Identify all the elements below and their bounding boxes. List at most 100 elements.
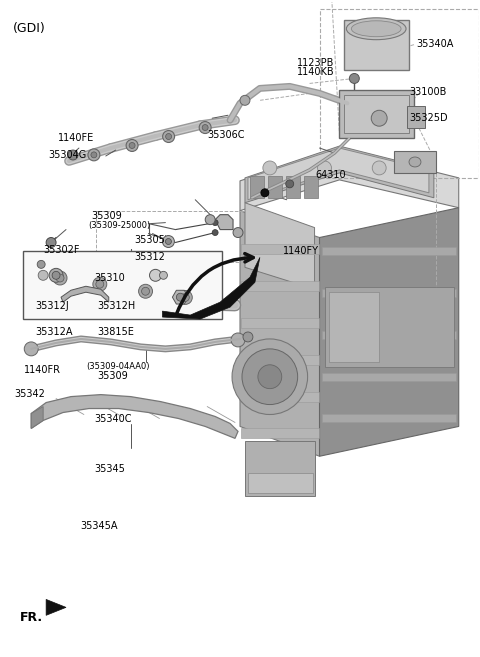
Polygon shape <box>172 290 188 304</box>
Text: 1123PB: 1123PB <box>297 58 335 68</box>
Polygon shape <box>245 203 314 289</box>
Circle shape <box>24 342 38 356</box>
Bar <box>241 428 319 438</box>
Text: 35304G: 35304G <box>48 150 86 160</box>
Circle shape <box>243 332 253 342</box>
Circle shape <box>349 74 360 83</box>
Bar <box>322 289 456 297</box>
Text: 35305: 35305 <box>134 235 165 244</box>
Text: 35310: 35310 <box>95 273 125 283</box>
Circle shape <box>139 284 153 298</box>
Text: 33100B: 33100B <box>409 87 447 97</box>
Circle shape <box>372 161 386 175</box>
Circle shape <box>93 277 107 291</box>
Polygon shape <box>31 407 43 428</box>
Text: 35306C: 35306C <box>207 129 245 139</box>
Text: (GDI): (GDI) <box>13 22 46 35</box>
Polygon shape <box>162 258 260 319</box>
Circle shape <box>205 215 215 225</box>
Bar <box>320 9 479 178</box>
Bar <box>248 473 312 493</box>
Circle shape <box>371 110 387 126</box>
Bar <box>394 151 436 173</box>
Circle shape <box>46 238 56 248</box>
Text: 35325D: 35325D <box>409 113 448 123</box>
Circle shape <box>286 180 294 188</box>
Text: 35309: 35309 <box>97 371 128 381</box>
Bar <box>241 392 319 401</box>
Circle shape <box>202 125 208 131</box>
Text: 35312J: 35312J <box>36 301 70 311</box>
Text: 1140FY: 1140FY <box>283 246 319 256</box>
Text: 35302F: 35302F <box>43 245 80 255</box>
Circle shape <box>162 236 174 248</box>
Bar <box>241 355 319 365</box>
Text: 35342: 35342 <box>15 389 46 399</box>
Bar <box>96 211 260 262</box>
Ellipse shape <box>409 157 421 167</box>
Circle shape <box>242 349 298 405</box>
Ellipse shape <box>347 18 406 39</box>
Circle shape <box>159 271 168 279</box>
Text: 1140KB: 1140KB <box>297 68 335 78</box>
Bar <box>322 373 456 380</box>
Circle shape <box>49 268 63 283</box>
Circle shape <box>176 293 184 301</box>
Text: 64310: 64310 <box>315 170 346 180</box>
Bar <box>23 252 222 319</box>
Polygon shape <box>240 148 459 211</box>
Circle shape <box>258 365 282 389</box>
Circle shape <box>37 260 45 268</box>
Bar <box>241 281 319 291</box>
Text: 35309: 35309 <box>91 211 122 221</box>
Polygon shape <box>240 211 320 456</box>
Circle shape <box>56 274 64 282</box>
Bar <box>322 248 456 256</box>
Circle shape <box>53 271 67 285</box>
Circle shape <box>166 133 171 139</box>
Circle shape <box>129 143 135 148</box>
Bar <box>250 176 264 198</box>
Circle shape <box>232 339 308 415</box>
Bar <box>304 176 318 198</box>
Bar <box>322 415 456 422</box>
Bar <box>241 244 319 254</box>
Text: 35312: 35312 <box>134 252 165 261</box>
Polygon shape <box>245 146 434 203</box>
Circle shape <box>240 95 250 105</box>
Circle shape <box>233 227 243 238</box>
Circle shape <box>96 280 104 288</box>
Text: 1140FE: 1140FE <box>58 133 94 143</box>
Bar <box>339 91 414 138</box>
Bar <box>344 95 409 133</box>
Bar <box>407 106 425 128</box>
Polygon shape <box>248 148 429 200</box>
Polygon shape <box>215 215 233 229</box>
Circle shape <box>263 161 277 175</box>
Text: FR.: FR. <box>20 611 43 623</box>
Circle shape <box>166 238 171 244</box>
Circle shape <box>142 287 150 295</box>
Circle shape <box>318 161 332 175</box>
Circle shape <box>52 271 60 279</box>
Text: 35345: 35345 <box>95 464 125 474</box>
Text: 35340C: 35340C <box>95 414 132 424</box>
Text: 35345A: 35345A <box>80 521 118 531</box>
Bar <box>322 331 456 339</box>
Circle shape <box>261 189 269 196</box>
Polygon shape <box>31 395 238 438</box>
Bar <box>344 20 409 70</box>
Text: 33815E: 33815E <box>98 327 135 337</box>
Text: 1140FR: 1140FR <box>24 365 61 375</box>
Bar <box>324 287 454 367</box>
Circle shape <box>150 269 161 281</box>
Circle shape <box>68 150 78 160</box>
Circle shape <box>199 122 211 133</box>
Bar <box>286 176 300 198</box>
Circle shape <box>212 219 218 225</box>
Circle shape <box>88 149 100 161</box>
Bar <box>245 442 314 496</box>
Polygon shape <box>46 599 66 616</box>
Circle shape <box>91 152 97 158</box>
Text: 35340A: 35340A <box>417 39 454 49</box>
